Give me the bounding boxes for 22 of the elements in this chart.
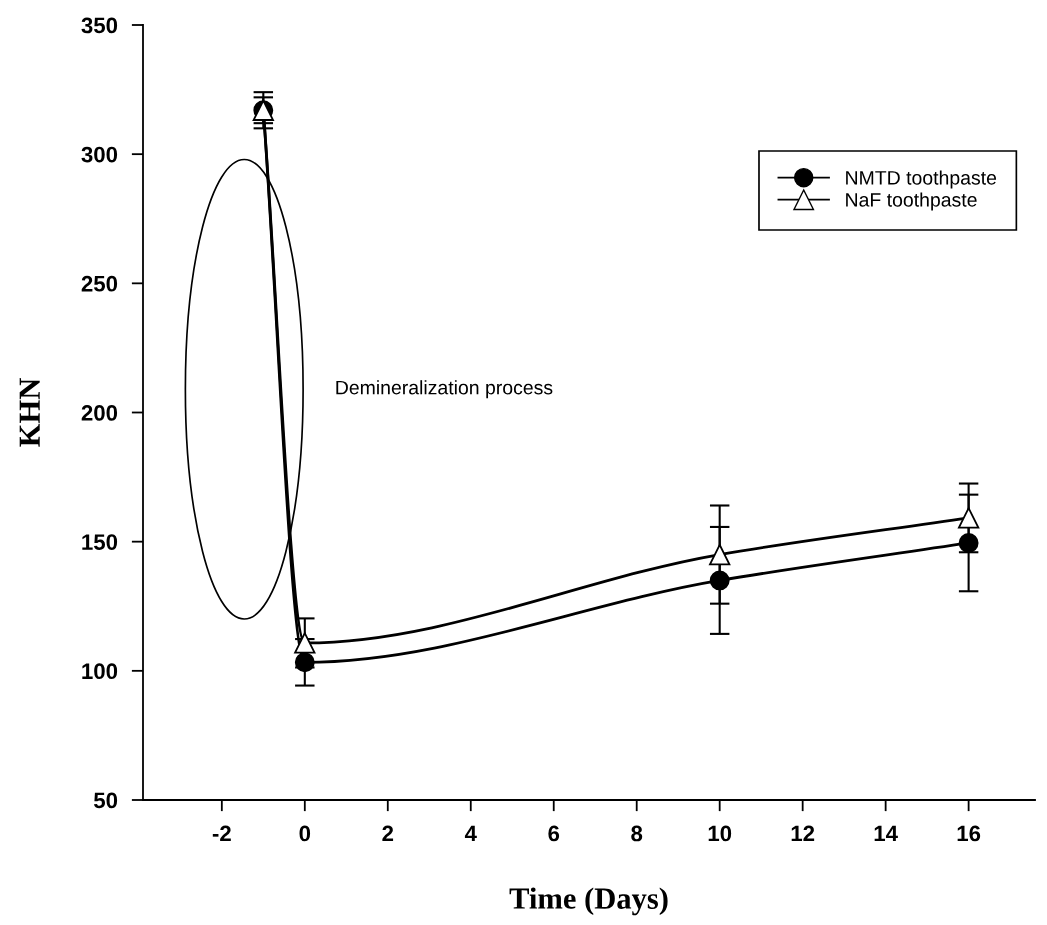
- x-tick-label: 6: [548, 825, 560, 842]
- y-tick-label: 300: [81, 146, 118, 163]
- y-axis-title: KHN: [19, 378, 40, 447]
- x-tick-label: -2: [212, 825, 231, 842]
- x-axis-title: Time (Days): [509, 887, 668, 916]
- x-tick-label: 8: [631, 825, 643, 842]
- y-tick-label: 350: [81, 17, 118, 34]
- x-tick-label: 12: [791, 825, 815, 842]
- x-tick-label: 14: [874, 825, 898, 842]
- x-tick-label: 16: [957, 825, 981, 842]
- x-tick-label: 10: [708, 825, 732, 842]
- legend-label: NMTD toothpaste: [846, 170, 997, 189]
- y-tick-label: 250: [81, 275, 118, 292]
- annotation: Demineralization process: [336, 380, 553, 399]
- y-tick-label: 50: [93, 792, 118, 809]
- x-tick-label: 4: [464, 825, 477, 842]
- y-tick-label: 200: [81, 405, 118, 421]
- y-tick-label: 100: [82, 663, 118, 680]
- y-tick-label: 150: [82, 534, 118, 550]
- x-tick-label: 0: [299, 825, 311, 842]
- legend-label: NaF toothpaste: [846, 192, 977, 211]
- x-tick-label: 2: [382, 825, 394, 842]
